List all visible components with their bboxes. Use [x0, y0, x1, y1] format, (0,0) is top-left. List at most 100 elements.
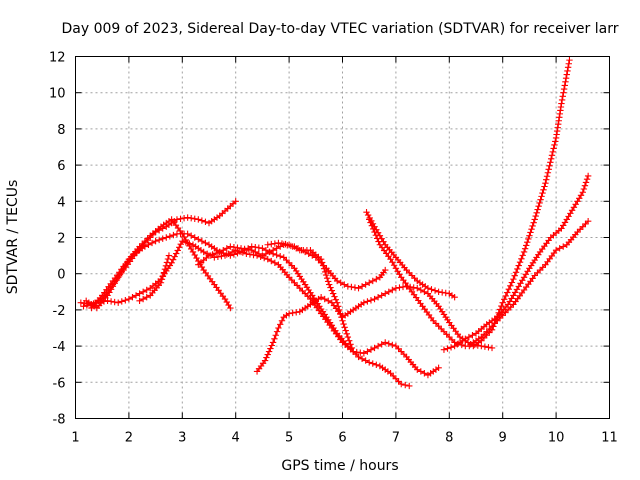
data-point-marker — [177, 241, 184, 248]
data-point-marker — [237, 245, 245, 252]
data-point-marker — [317, 256, 325, 263]
data-point-marker — [243, 250, 250, 257]
data-point-marker — [309, 252, 316, 259]
data-point-marker — [205, 252, 213, 259]
data-point-marker — [100, 298, 108, 305]
series-pass-2 — [82, 216, 234, 312]
chart-title: Day 009 of 2023, Sidereal Day-to-day VTE… — [62, 21, 619, 37]
data-point-marker — [148, 239, 156, 247]
data-point-marker — [264, 256, 271, 263]
y-tick-label: -6 — [53, 376, 66, 391]
data-point-marker — [498, 302, 505, 310]
data-point-marker — [265, 348, 273, 355]
data-point-marker — [268, 342, 275, 349]
data-point-marker — [277, 321, 284, 328]
y-tick-label: 12 — [49, 51, 66, 66]
data-point-marker — [543, 173, 551, 180]
data-point-marker — [552, 246, 560, 254]
data-point-marker — [344, 333, 352, 341]
data-point-marker — [560, 243, 567, 250]
data-point-marker — [532, 212, 539, 220]
data-point-marker — [528, 225, 535, 233]
data-point-marker — [374, 342, 382, 350]
data-point-marker — [580, 185, 588, 193]
data-point-marker — [202, 218, 209, 226]
data-point-marker — [349, 348, 357, 355]
data-point-marker — [191, 215, 198, 222]
data-point-marker — [417, 368, 425, 375]
data-point-marker — [367, 346, 375, 353]
data-point-marker — [158, 276, 166, 283]
data-point-marker — [502, 292, 509, 300]
data-point-marker — [364, 211, 372, 219]
data-point-marker — [289, 243, 296, 250]
data-point-marker — [259, 245, 266, 252]
data-point-marker — [272, 332, 279, 339]
data-point-marker — [163, 234, 170, 241]
data-point-marker — [136, 297, 143, 305]
data-point-marker — [209, 251, 216, 258]
data-point-marker — [562, 78, 569, 86]
data-point-marker — [559, 93, 566, 100]
data-point-marker — [382, 290, 389, 297]
data-point-marker — [547, 155, 555, 163]
data-point-marker — [440, 346, 448, 353]
data-point-marker — [171, 253, 178, 260]
data-point-marker — [444, 345, 451, 352]
data-point-marker — [582, 179, 590, 186]
data-point-marker — [232, 198, 239, 205]
data-point-marker — [174, 247, 181, 254]
data-point-marker — [77, 299, 85, 306]
data-point-marker — [389, 341, 396, 349]
data-point-marker — [157, 279, 165, 286]
data-point-marker — [273, 251, 280, 259]
data-point-marker — [505, 286, 513, 293]
data-point-marker — [269, 339, 277, 346]
data-point-marker — [360, 299, 368, 306]
data-point-marker — [421, 370, 428, 377]
data-point-marker — [318, 259, 326, 266]
data-point-marker — [340, 320, 347, 328]
data-point-marker — [320, 265, 328, 272]
data-point-marker — [248, 246, 255, 254]
data-point-marker — [165, 252, 173, 259]
data-point-marker — [465, 333, 473, 341]
data-point-marker — [367, 219, 374, 226]
x-tick-label: 8 — [445, 431, 453, 446]
data-point-marker — [129, 294, 136, 301]
data-point-marker — [435, 364, 442, 372]
data-point-marker — [163, 259, 171, 266]
x-tick-label: 1 — [71, 431, 79, 446]
data-point-marker — [378, 292, 385, 299]
data-point-marker — [435, 288, 442, 295]
series-pass-10 — [366, 56, 573, 350]
data-point-marker — [277, 253, 284, 260]
data-point-marker — [273, 328, 281, 335]
data-point-marker — [321, 268, 329, 276]
data-point-marker — [337, 310, 344, 317]
data-point-marker — [428, 286, 435, 293]
data-point-marker — [223, 245, 230, 252]
y-tick-label: -4 — [53, 340, 66, 355]
data-point-marker — [357, 349, 364, 356]
data-point-marker — [501, 296, 508, 303]
data-point-marker — [125, 295, 133, 303]
data-point-marker — [371, 295, 378, 303]
x-tick-label: 2 — [125, 431, 133, 446]
data-point-marker — [176, 244, 183, 251]
data-point-marker — [182, 239, 190, 246]
data-point-marker — [355, 284, 362, 292]
data-point-marker — [333, 299, 341, 306]
data-point-marker — [438, 289, 446, 296]
data-point-marker — [370, 225, 377, 233]
data-point-marker — [271, 259, 279, 267]
x-tick-label: 7 — [392, 431, 400, 446]
data-point-marker — [86, 301, 94, 308]
data-point-marker — [80, 303, 87, 310]
data-point-marker — [160, 269, 168, 276]
data-point-marker — [177, 215, 184, 222]
data-point-marker — [143, 294, 150, 301]
y-tick-label: 8 — [57, 123, 65, 138]
data-point-marker — [382, 266, 389, 274]
